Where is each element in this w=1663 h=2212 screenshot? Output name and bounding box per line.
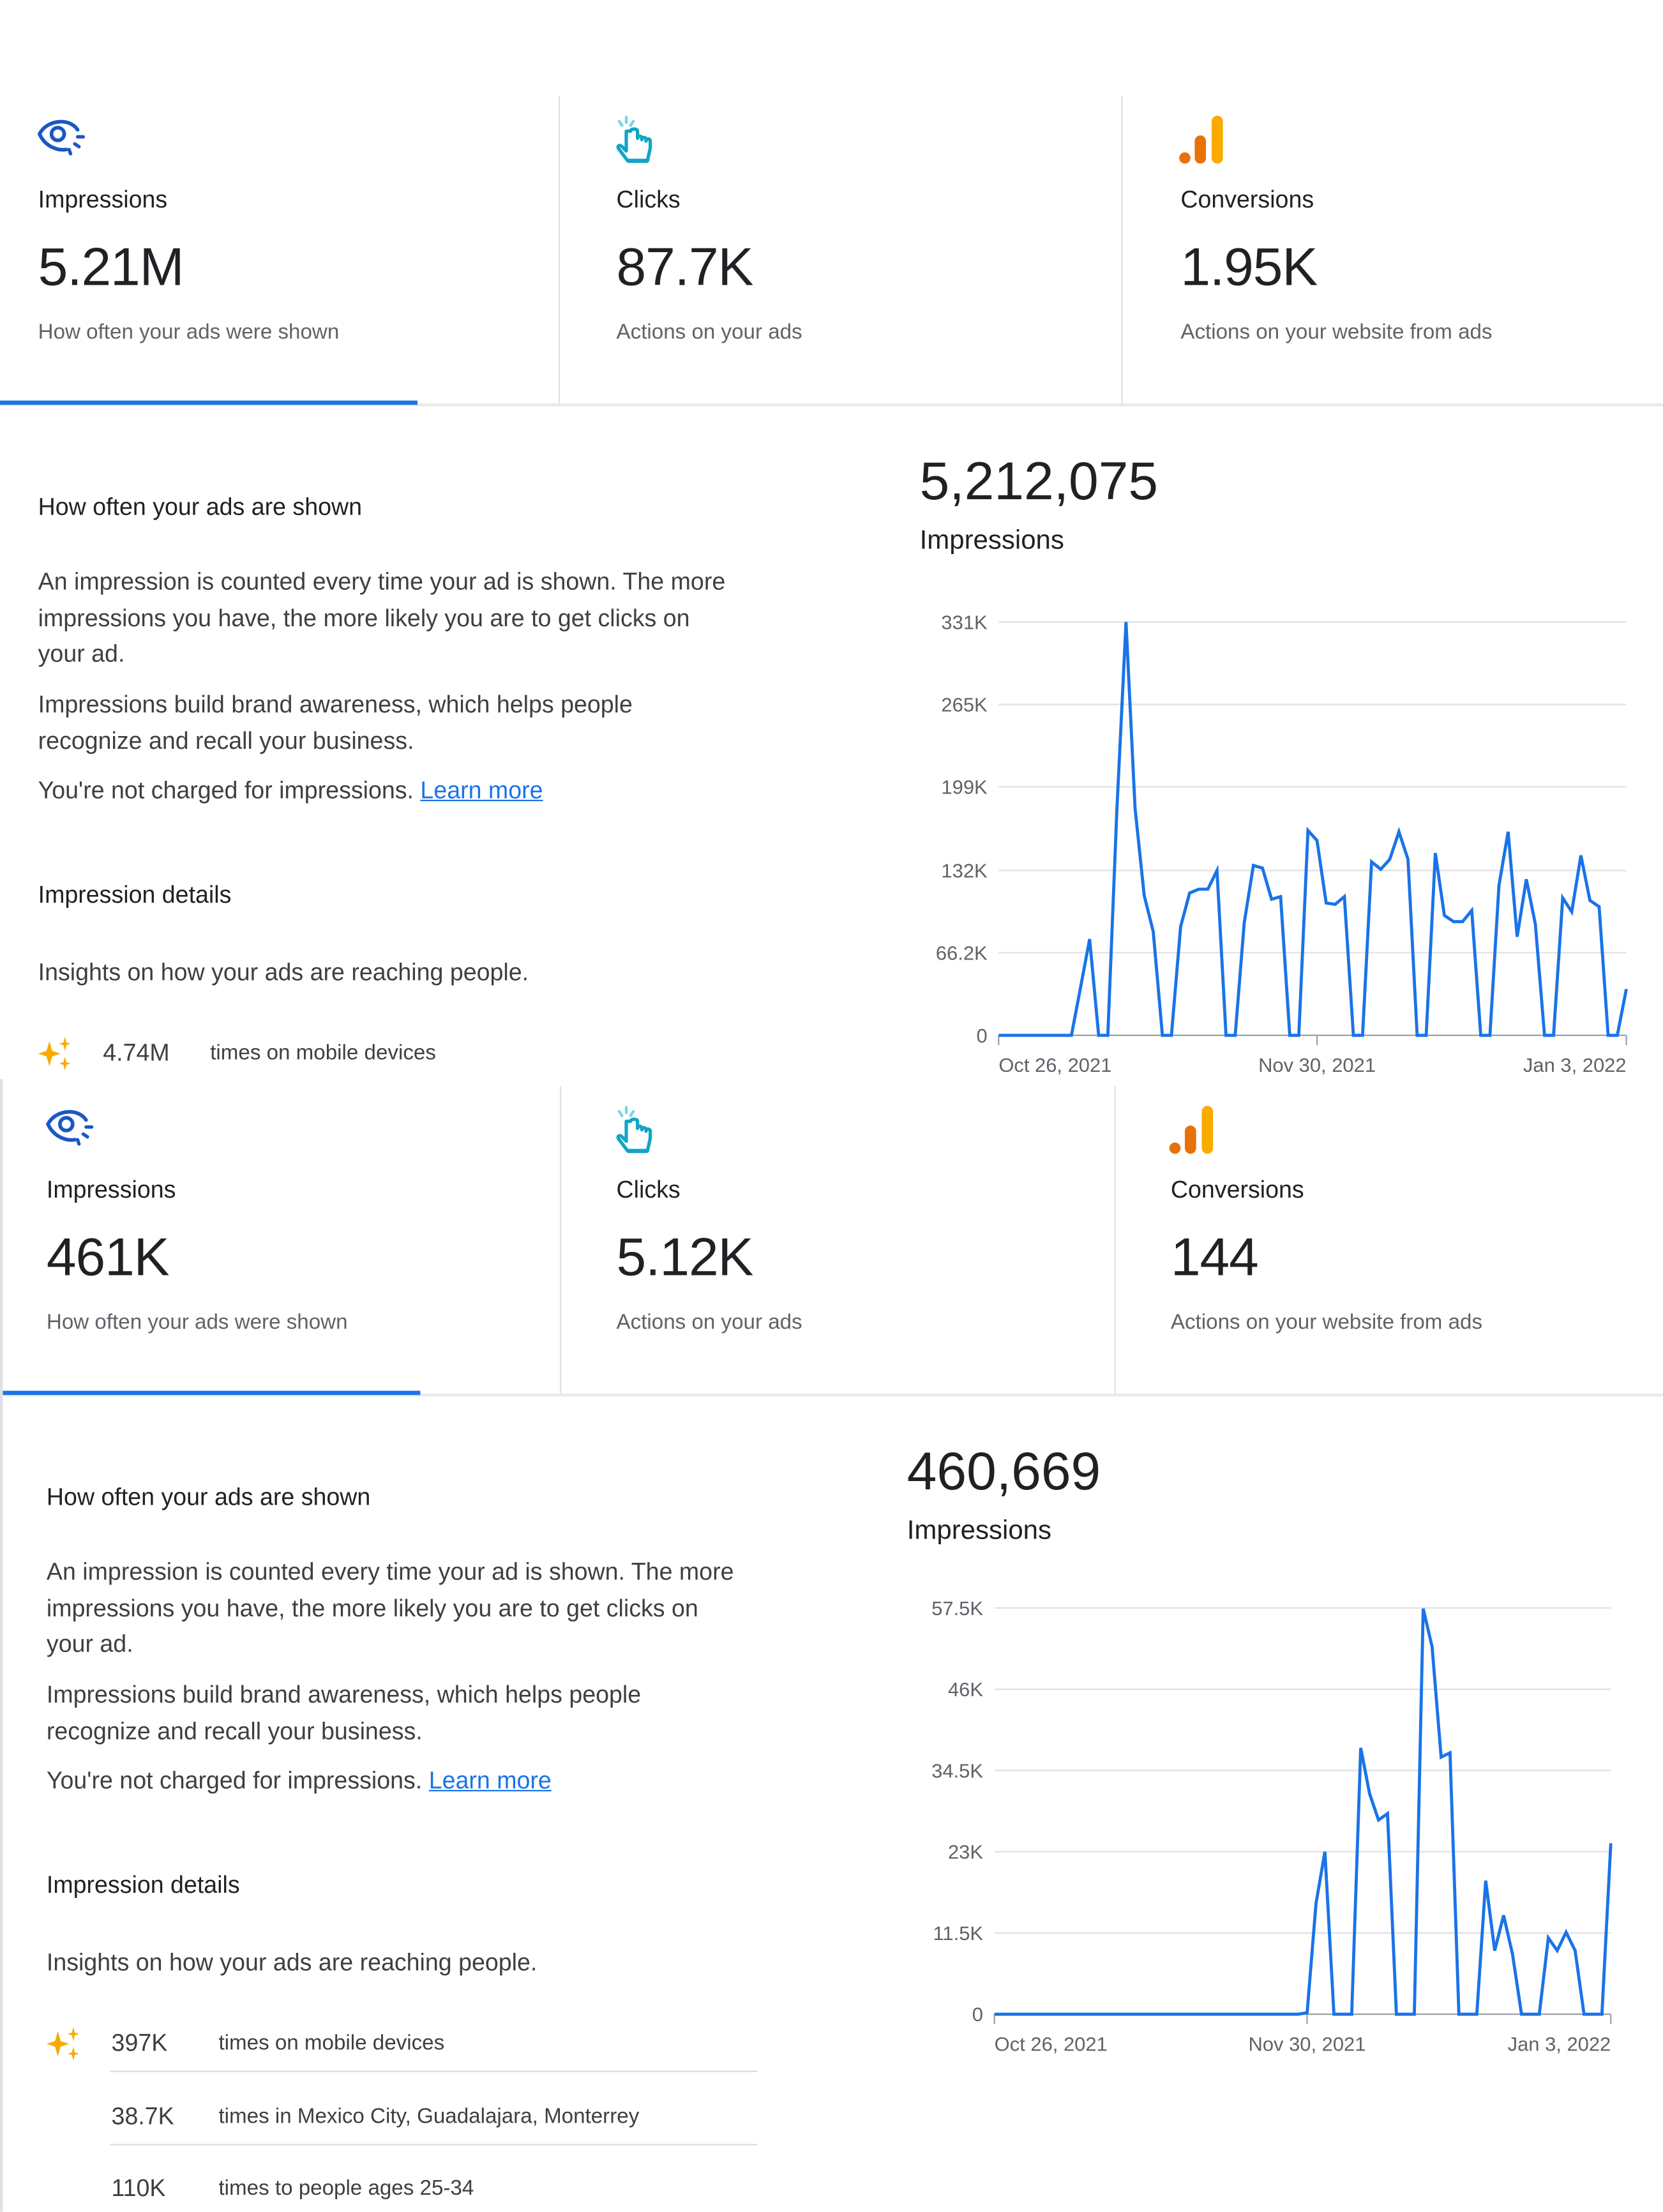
y-tick-label: 0 xyxy=(976,1025,987,1047)
charge-note: You're not charged for impressions. Lear… xyxy=(47,1763,745,1799)
x-tick-label: Jan 3, 2022 xyxy=(1508,2033,1611,2056)
y-tick-label: 331K xyxy=(941,611,988,633)
detail-text: times on mobile devices xyxy=(210,1039,436,1067)
card-divider xyxy=(1115,1086,1116,1396)
metric-description: Actions on your website from ads xyxy=(1171,1311,1482,1336)
y-tick-label: 199K xyxy=(941,776,988,799)
total-label: Impressions xyxy=(920,526,1064,557)
x-tick-label: Nov 30, 2021 xyxy=(1258,1054,1376,1076)
metric-description: Actions on your ads xyxy=(617,320,802,346)
metric-label: Conversions xyxy=(1180,186,1314,214)
panel-1: Impressions 5.21M How often your ads were … xyxy=(0,0,1663,1079)
card-divider xyxy=(559,96,560,406)
charge-note: You're not charged for impressions. Lear… xyxy=(38,773,737,809)
metric-label: Impressions xyxy=(38,186,167,214)
detail-separator xyxy=(110,2143,757,2144)
click-hand-icon xyxy=(613,1103,659,1164)
details-subtitle: Insights on how your ads are reaching pe… xyxy=(47,1945,745,1981)
metric-description: How often your ads were shown xyxy=(38,320,340,346)
charge-note-text: You're not charged for impressions. xyxy=(47,1768,422,1794)
detail-value: 110K xyxy=(112,2175,166,2203)
y-tick-label: 23K xyxy=(948,1841,983,1863)
detail-value: 397K xyxy=(112,2029,168,2058)
eye-icon xyxy=(35,113,86,165)
metric-value: 87.7K xyxy=(617,240,753,296)
section-heading: How often your ads are shown xyxy=(47,1484,370,1512)
selected-card-indicator xyxy=(3,1391,420,1396)
card-divider xyxy=(560,1086,561,1396)
selected-card-indicator xyxy=(0,400,418,405)
total-label: Impressions xyxy=(907,1516,1051,1547)
sparkle-icon xyxy=(47,2027,80,2068)
y-tick-label: 34.5K xyxy=(931,1759,983,1782)
bar-chart-icon xyxy=(1178,113,1229,174)
card-divider xyxy=(1122,96,1123,406)
section-heading: How often your ads are shown xyxy=(38,493,362,522)
metric-description: Actions on your ads xyxy=(617,1311,802,1336)
sparkle-icon xyxy=(38,1037,72,1078)
eye-icon xyxy=(43,1103,94,1155)
metric-value: 461K xyxy=(47,1230,169,1286)
x-tick-label: Oct 26, 2021 xyxy=(995,2033,1108,2056)
detail-value: 38.7K xyxy=(112,2102,174,2130)
learn-more-link[interactable]: Learn more xyxy=(420,777,543,804)
total-impressions: 5,212,075 xyxy=(920,454,1159,510)
y-tick-label: 132K xyxy=(941,860,988,882)
metric-label: Clicks xyxy=(617,186,681,214)
impressions-series-line xyxy=(998,622,1626,1035)
detail-separator xyxy=(110,2071,757,2072)
metric-value: 1.95K xyxy=(1180,240,1317,296)
details-heading: Impression details xyxy=(47,1872,240,1900)
metric-label: Impressions xyxy=(47,1177,176,1205)
metric-description: How often your ads were shown xyxy=(47,1311,348,1336)
description-paragraph: An impression is counted every time your… xyxy=(47,1554,745,1662)
y-tick-label: 265K xyxy=(941,694,988,716)
learn-more-link[interactable]: Learn more xyxy=(429,1768,552,1794)
metric-value: 5.21M xyxy=(38,240,184,296)
detail-value: 4.74M xyxy=(103,1039,169,1067)
details-heading: Impression details xyxy=(38,882,232,910)
y-tick-label: 66.2K xyxy=(936,942,988,964)
bar-chart-icon xyxy=(1168,1103,1219,1164)
click-hand-icon xyxy=(613,113,659,174)
metric-label: Clicks xyxy=(617,1177,681,1205)
y-tick-label: 11.5K xyxy=(933,1922,984,1945)
total-impressions: 460,669 xyxy=(907,1445,1101,1501)
x-tick-label: Oct 26, 2021 xyxy=(998,1054,1111,1076)
description-paragraph: Impressions build brand awareness, which… xyxy=(47,1677,745,1749)
charge-note-text: You're not charged for impressions. xyxy=(38,777,414,804)
detail-text: times to people ages 25-34 xyxy=(218,2175,474,2203)
detail-text: times in Mexico City, Guadalajara, Monte… xyxy=(218,2102,639,2130)
x-tick-label: Nov 30, 2021 xyxy=(1248,2033,1366,2056)
impressions-line-chart: 0 66.2K 132K 199K 265K 331K Oct 26, 2021 Nov 30… xyxy=(903,599,1650,1079)
panel-2: Impressions 461K How often your ads were s… xyxy=(0,1079,1663,2211)
impressions-line-chart: 0 11.5K 23K 34.5K 46K 57.5K Oct 26, 2021 Nov 30… xyxy=(898,1587,1646,2073)
metric-description: Actions on your website from ads xyxy=(1180,320,1492,346)
detail-text: times on mobile devices xyxy=(218,2029,444,2058)
metric-value: 144 xyxy=(1171,1230,1258,1286)
description-paragraph: An impression is counted every time your… xyxy=(38,564,737,672)
description-paragraph: Impressions build brand awareness, which… xyxy=(38,687,737,759)
y-tick-label: 0 xyxy=(972,2003,983,2026)
y-tick-label: 46K xyxy=(948,1678,983,1701)
metric-label: Conversions xyxy=(1171,1177,1304,1205)
x-tick-label: Jan 3, 2022 xyxy=(1523,1054,1627,1076)
details-subtitle: Insights on how your ads are reaching pe… xyxy=(38,955,737,991)
metric-value: 5.12K xyxy=(617,1230,753,1286)
impressions-series-line xyxy=(995,1609,1611,2014)
y-tick-label: 57.5K xyxy=(931,1597,983,1620)
